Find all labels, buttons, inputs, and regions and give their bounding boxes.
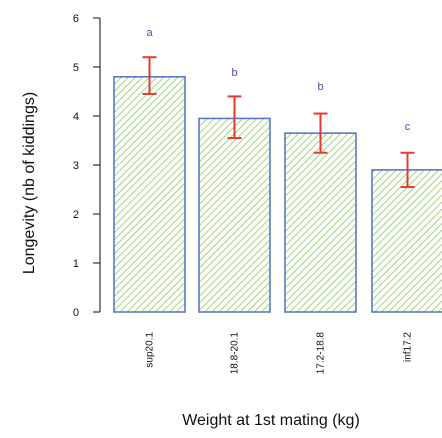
error-bars-layer bbox=[142, 56, 415, 189]
x-tick-label-18.8-20.1: 18.8-20.1 bbox=[230, 332, 241, 375]
x-tick-label-17.2-18.8: 17.2-18.8 bbox=[316, 332, 327, 375]
error-bar-18.8-20.1 bbox=[227, 95, 242, 140]
y-tick-label: 4 bbox=[73, 111, 79, 123]
x-axis-title: Weight at 1st mating (kg) bbox=[182, 412, 360, 429]
y-axis-title: Longevity (nb of kiddings) bbox=[21, 92, 38, 274]
y-axis: 0 1 2 3 4 5 6 bbox=[73, 13, 101, 319]
significance-letters-layer: a b b c bbox=[146, 27, 410, 133]
error-bar-sup20.1 bbox=[142, 56, 157, 95]
significance-letter-sup20.1: a bbox=[146, 27, 153, 39]
y-tick-label: 3 bbox=[73, 160, 79, 172]
bar-inf17.2 bbox=[371, 169, 442, 313]
significance-letter-18.8-20.1: b bbox=[231, 67, 237, 79]
bar-sup20.1 bbox=[113, 76, 186, 313]
significance-letter-17.2-18.8: b bbox=[317, 81, 323, 93]
bar-18.8-20.1 bbox=[198, 117, 271, 313]
significance-letter-inf17.2: c bbox=[405, 121, 411, 133]
y-tick-label: 0 bbox=[73, 307, 79, 319]
y-tick-label: 5 bbox=[73, 62, 79, 74]
y-tick-label: 2 bbox=[73, 209, 79, 221]
y-tick-label: 1 bbox=[73, 258, 79, 270]
bar-17.2-18.8 bbox=[284, 132, 357, 313]
y-tick-label: 6 bbox=[73, 13, 79, 25]
error-bar-inf17.2 bbox=[400, 151, 415, 189]
error-bar-17.2-18.8 bbox=[313, 112, 328, 154]
bars-layer bbox=[113, 76, 442, 313]
x-axis-labels: sup20.1 18.8-20.1 17.2-18.8 inf17.2 bbox=[145, 332, 414, 375]
x-tick-label-inf17.2: inf17.2 bbox=[403, 332, 414, 362]
x-tick-label-sup20.1: sup20.1 bbox=[145, 332, 156, 368]
